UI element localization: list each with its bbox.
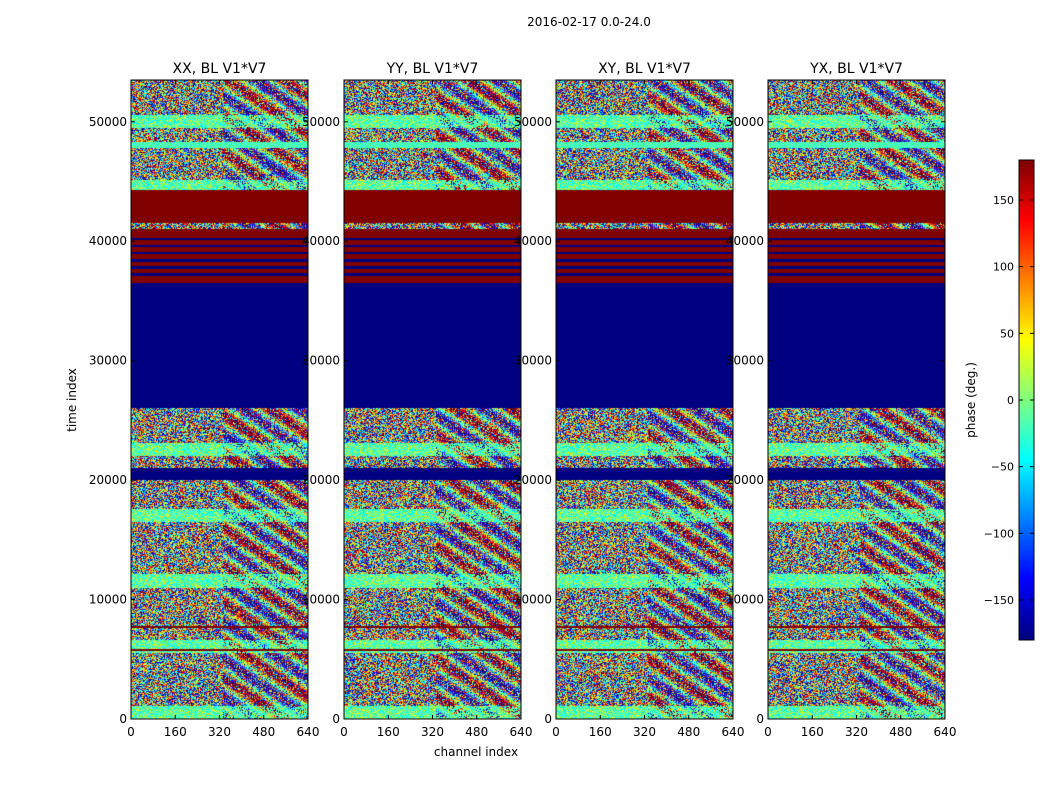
y-tick-label: 20000 <box>89 473 127 487</box>
x-axis-label: channel index <box>434 745 518 759</box>
colorbar: 150 100 50 0 −50 −100 −150 <box>984 159 1035 641</box>
colorbar-tick-label: 150 <box>993 194 1014 207</box>
panel-yy: YY, BL V1*V7 0 160 320 480 640 0 10000 20000 3000… <box>302 61 533 739</box>
colorbar-tick-label: −100 <box>984 527 1014 540</box>
x-tick-label: 640 <box>297 725 320 739</box>
x-tick-label: 320 <box>421 725 444 739</box>
y-tick-label: 0 <box>119 712 127 726</box>
y-tick-label: 50000 <box>89 115 127 129</box>
y-tick-label: 0 <box>544 712 552 726</box>
y-tick-label: 0 <box>756 712 764 726</box>
figure-title: 2016-02-17 0.0-24.0 <box>527 15 651 29</box>
x-tick-label: 0 <box>552 725 560 739</box>
x-tick-label: 640 <box>722 725 745 739</box>
y-tick-label: 50000 <box>302 115 340 129</box>
x-tick-label: 480 <box>677 725 700 739</box>
y-tick-label: 20000 <box>514 473 552 487</box>
colorbar-tick-label: 50 <box>1000 327 1014 340</box>
heatmap-image-yx <box>768 80 945 719</box>
colorbar-tick-label: 100 <box>993 261 1014 274</box>
panel-yx: YX, BL V1*V7 0 160 320 480 640 0 10000 20000 3000… <box>726 61 957 739</box>
y-tick-label: 0 <box>332 712 340 726</box>
panel-xx: XX, BL V1*V7 0 160 320 480 640 0 10000 20000 3000… <box>89 61 320 739</box>
colorbar-gradient <box>1019 160 1034 640</box>
x-tick-label: 640 <box>510 725 533 739</box>
y-tick-label: 30000 <box>89 354 127 368</box>
heatmap-image-yy <box>344 80 521 719</box>
x-tick-label: 160 <box>377 725 400 739</box>
heatmap-image-xx <box>131 80 308 719</box>
y-tick-label: 30000 <box>514 354 552 368</box>
colorbar-tick-label: −50 <box>991 461 1014 474</box>
x-tick-label: 640 <box>934 725 957 739</box>
y-tick-label: 40000 <box>302 234 340 248</box>
x-tick-label: 480 <box>252 725 275 739</box>
panel-title: YX, BL V1*V7 <box>809 61 903 77</box>
x-tick-label: 160 <box>589 725 612 739</box>
heatmap-image-xy <box>556 80 733 719</box>
x-tick-label: 160 <box>801 725 824 739</box>
x-tick-label: 320 <box>845 725 868 739</box>
x-tick-label: 480 <box>465 725 488 739</box>
y-tick-label: 30000 <box>302 354 340 368</box>
y-tick-label: 40000 <box>514 234 552 248</box>
y-tick-label: 20000 <box>726 473 764 487</box>
y-tick-label: 10000 <box>302 593 340 607</box>
panel-group: XX, BL V1*V7 0 160 320 480 640 0 10000 20000 3000… <box>89 61 957 739</box>
x-tick-label: 320 <box>633 725 656 739</box>
y-tick-label: 10000 <box>514 593 552 607</box>
y-tick-label: 10000 <box>726 593 764 607</box>
panel-title: XY, BL V1*V7 <box>598 61 691 77</box>
panel-xy: XY, BL V1*V7 0 160 320 480 640 0 10000 20000 3000… <box>514 61 745 739</box>
x-tick-label: 0 <box>340 725 348 739</box>
y-tick-label: 50000 <box>726 115 764 129</box>
y-tick-label: 40000 <box>726 234 764 248</box>
x-tick-label: 480 <box>889 725 912 739</box>
x-tick-label: 320 <box>208 725 231 739</box>
colorbar-tick-label: 0 <box>1007 394 1014 407</box>
y-tick-label: 20000 <box>302 473 340 487</box>
y-tick-label: 50000 <box>514 115 552 129</box>
y-tick-label: 30000 <box>726 354 764 368</box>
x-tick-label: 0 <box>764 725 772 739</box>
colorbar-label: phase (deg.) <box>964 362 978 438</box>
panel-title: XX, BL V1*V7 <box>173 61 267 77</box>
x-tick-label: 160 <box>164 725 187 739</box>
x-tick-label: 0 <box>127 725 135 739</box>
y-axis-label: time index <box>65 368 79 432</box>
panel-title: YY, BL V1*V7 <box>386 61 479 77</box>
y-tick-label: 40000 <box>89 234 127 248</box>
y-tick-label: 10000 <box>89 593 127 607</box>
colorbar-tick-label: −150 <box>984 594 1014 607</box>
